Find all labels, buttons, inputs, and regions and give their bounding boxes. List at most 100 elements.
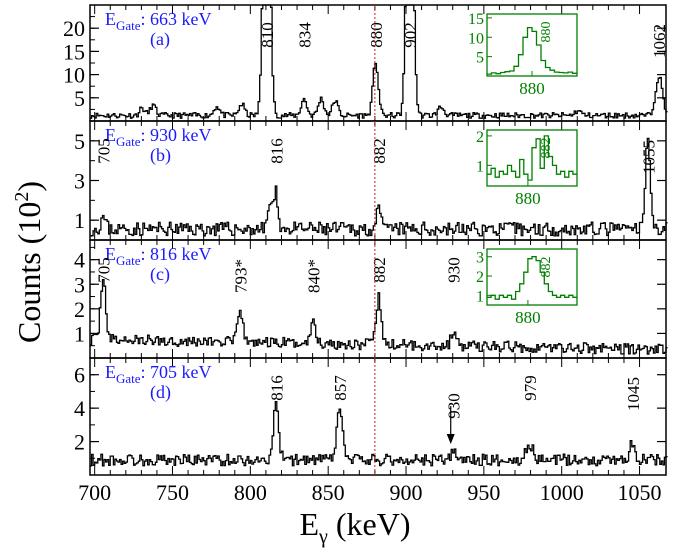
panel-frame-d	[89, 357, 667, 476]
peak-label-a: 880	[367, 22, 386, 48]
peak-label-b: 705	[94, 138, 113, 164]
y-tick-label-d: 4	[74, 396, 85, 421]
shared-x-axis: 700 750 800 850 900 950 1000 1050	[78, 480, 661, 505]
gate-label-energy: : 930 keV	[141, 125, 212, 145]
spectrum-trace-b	[90, 137, 668, 237]
y-tick-label-a: 20	[63, 16, 85, 41]
peak-arrowhead-d	[446, 434, 455, 444]
y-tick-label-d: 2	[74, 430, 85, 455]
inset-peak-label-b: 882	[539, 138, 554, 159]
y-axis-label: Counts (102)	[11, 181, 47, 343]
gate-label-energy: : 705 keV	[141, 362, 212, 382]
gate-label-prefix: E	[105, 362, 116, 382]
peak-label-b: 882	[370, 138, 389, 164]
inset-peak-label-c: 882	[539, 257, 554, 278]
peak-label-a: 810	[258, 22, 277, 48]
inset-x-tick-label-b: 880	[515, 189, 541, 208]
peak-label-d: 857	[331, 375, 350, 401]
spectrum-trace-d	[90, 400, 668, 467]
gate-label-a: EGate: 663 keV	[105, 9, 212, 33]
y-tick-label-c: 2	[74, 297, 85, 322]
x-tick-label: 700	[78, 480, 111, 505]
inset-peak-label-a: 880	[539, 22, 554, 43]
peak-label-b: 1055	[639, 140, 658, 174]
x-tick-label: 950	[467, 480, 500, 505]
gate-label-c: EGate: 816 keV	[105, 244, 212, 268]
x-axis-label-unit: (keV)	[328, 506, 411, 542]
inset-trace-b	[487, 135, 577, 181]
inset-y-tick-label-c: 3	[476, 250, 484, 267]
y-tick-label-c: 3	[74, 272, 85, 297]
x-axis-label-main: E	[299, 506, 319, 542]
peak-label-d: 1045	[624, 377, 643, 411]
panel-b: 135 EGate: 930 keV(b)705 816 882 10551288088…	[74, 120, 668, 241]
gate-label-subscript: Gate	[116, 253, 141, 268]
peak-label-b: 816	[267, 138, 286, 164]
gate-label-prefix: E	[105, 125, 116, 145]
y-tick-label-c: 1	[74, 321, 85, 346]
y-tick-label-c: 4	[74, 248, 85, 273]
y-axis-label-main: Counts (10	[11, 202, 47, 343]
inset-trace-c	[487, 256, 577, 300]
gate-label-subscript: Gate	[116, 134, 141, 149]
x-tick-label: 750	[156, 480, 189, 505]
x-tick-label: 800	[234, 480, 267, 505]
inset-y-tick-label-a: 5	[476, 50, 484, 67]
y-tick-label-b: 3	[74, 169, 85, 194]
panel-letter-a: (a)	[150, 29, 170, 50]
gate-label-subscript: Gate	[116, 371, 141, 386]
y-tick-label-b: 5	[74, 129, 85, 154]
y-tick-label-a: 10	[63, 63, 85, 88]
gate-label-prefix: E	[105, 244, 116, 264]
y-tick-label-b: 1	[74, 208, 85, 233]
peak-label-c: 930	[445, 257, 464, 283]
inset-b: 1 2 880 882	[476, 129, 578, 208]
gate-label-prefix: E	[105, 9, 116, 29]
inset-c: 1 2 3 880 882	[476, 248, 578, 327]
x-tick-label: 1000	[540, 480, 584, 505]
inset-y-tick-label-b: 2	[476, 129, 484, 146]
peak-label-a: 834	[295, 22, 314, 48]
gate-label-d: EGate: 705 keV	[105, 362, 212, 386]
x-axis-label: Eγ (keV)	[299, 506, 410, 548]
x-tick-label: 850	[312, 480, 345, 505]
panel-letter-b: (b)	[150, 145, 171, 166]
spectrum-trace-a	[90, 4, 668, 119]
peak-label-c: 705	[94, 257, 113, 283]
inset-y-tick-label-c: 2	[476, 269, 484, 286]
gate-label-b: EGate: 930 keV	[105, 125, 212, 149]
x-tick-label: 900	[390, 480, 423, 505]
inset-a: 5 10 15 880 880	[468, 11, 578, 98]
spectrum-trace-c	[90, 279, 668, 355]
peak-label-a: 1062	[650, 24, 669, 58]
inset-x-tick-label-a: 880	[519, 79, 545, 98]
peak-label-a: 902	[401, 22, 420, 48]
inset-y-tick-label-c: 1	[476, 288, 484, 305]
inset-y-tick-label-a: 15	[468, 11, 484, 28]
inset-x-tick-label-c: 880	[515, 308, 541, 327]
peak-label-c: 840*	[305, 259, 324, 293]
y-axis-label-close: )	[11, 181, 47, 192]
y-tick-label-d: 6	[74, 363, 85, 388]
inset-trace-a	[487, 26, 577, 75]
peak-label-d: 816	[267, 375, 286, 401]
panel-letter-d: (d)	[150, 382, 171, 403]
x-tick-label: 1050	[618, 480, 662, 505]
gate-label-subscript: Gate	[116, 18, 141, 33]
peak-label-d: 930	[445, 393, 464, 419]
peak-label-c: 882	[370, 257, 389, 283]
gate-label-energy: : 816 keV	[141, 244, 212, 264]
peak-label-d: 979	[521, 375, 540, 401]
panel-letter-c: (c)	[150, 264, 170, 285]
y-tick-label-a: 15	[63, 39, 85, 64]
y-axis-label-exponent: 2	[11, 192, 33, 202]
peak-label-c: 793*	[231, 259, 250, 293]
inset-frame-a	[486, 13, 578, 77]
x-axis-label-sub: γ	[318, 526, 328, 548]
gate-label-energy: : 663 keV	[141, 9, 212, 29]
